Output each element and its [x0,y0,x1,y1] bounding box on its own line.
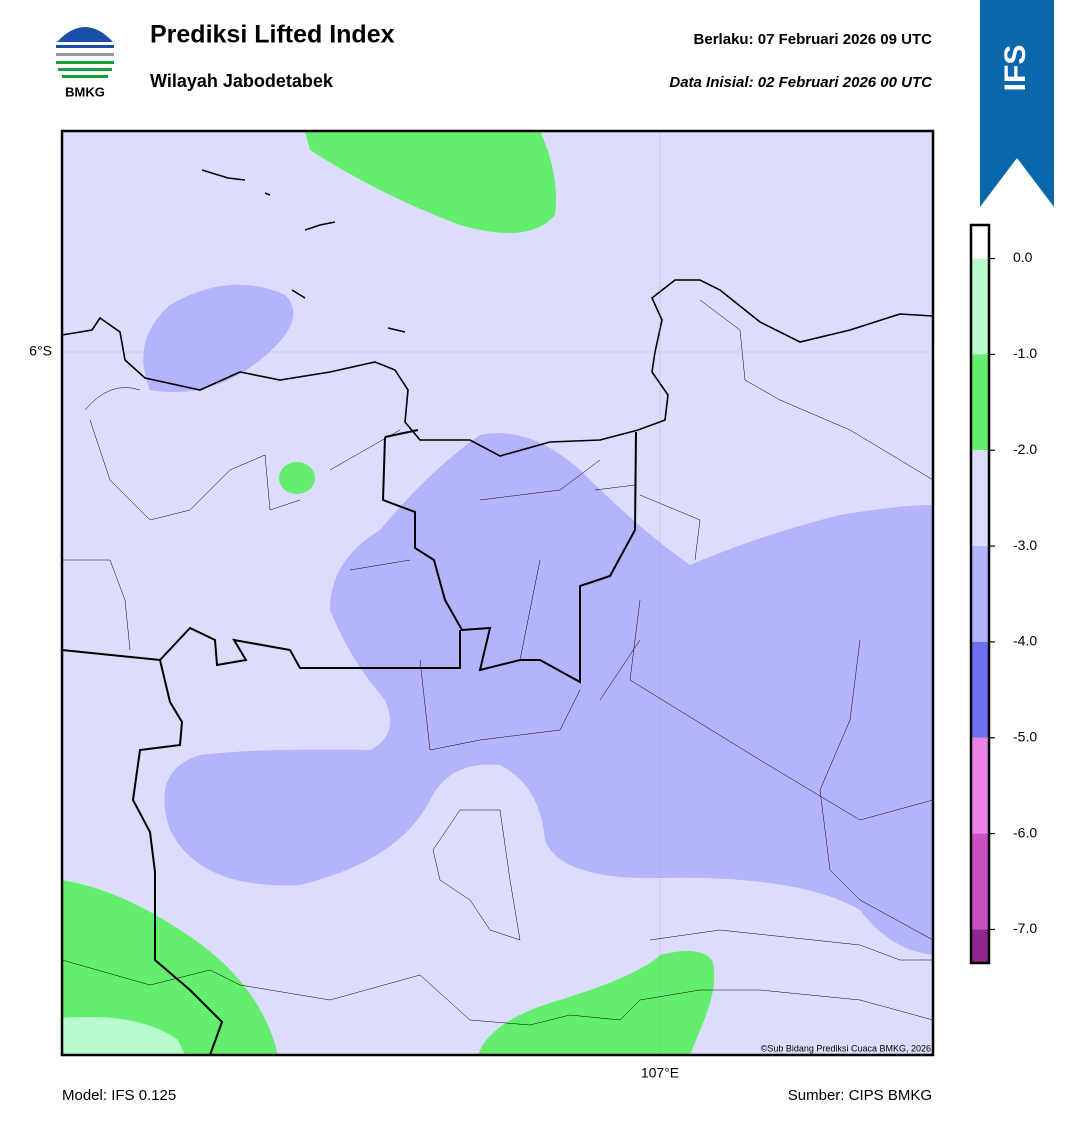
model: Model: IFS 0.125 [62,1087,176,1104]
colorbar-band [971,450,989,547]
badge-text: IFS [999,45,1032,92]
logo: BMKG [56,27,114,99]
valid-time: Berlaku: 07 Februari 2026 09 UTC [694,31,933,48]
colorbar-band [971,258,989,355]
logo-text: BMKG [65,84,105,99]
colorbar-tick-label: -2.0 [1013,441,1037,457]
colorbar-band [971,354,989,451]
lat-label: 6°S [29,343,52,359]
colorbar-band [971,737,989,834]
colorbar: 0.0 -1.0 -2.0 -3.0 -4.0 -5.0 -6.0 -7.0 [969,223,1037,965]
badge: IFS [980,0,1054,207]
colorbar-tick-label: -3.0 [1013,537,1037,553]
colorbar-band [971,546,989,642]
credit: ©Sub Bidang Prediksi Cuaca BMKG, 2026 [761,1043,931,1053]
colorbar-tick-label: 0.0 [1013,249,1033,265]
colorbar-tick-label: -6.0 [1013,824,1037,840]
subtitle: Wilayah Jabodetabek [150,71,334,91]
colorbar-tick-label: -7.0 [1013,920,1037,936]
colorbar-frame [969,223,991,965]
title: Prediksi Lifted Index [150,21,395,49]
colorbar-tick-label: -5.0 [1013,728,1037,744]
colorbar-tick-label: -1.0 [1013,345,1037,361]
colorbar-tick-label: -4.0 [1013,633,1037,649]
init-time: Data Inisial: 02 Februari 2026 00 UTC [669,74,933,91]
lon-label: 107°E [641,1065,679,1081]
colorbar-band [971,833,989,930]
map: ©Sub Bidang Prediksi Cuaca BMKG, 2026 6°… [29,129,935,1081]
source: Sumber: CIPS BMKG [788,1087,932,1104]
colorbar-band [971,929,989,963]
colorbar-band [971,641,989,738]
colorbar-band [971,225,989,259]
